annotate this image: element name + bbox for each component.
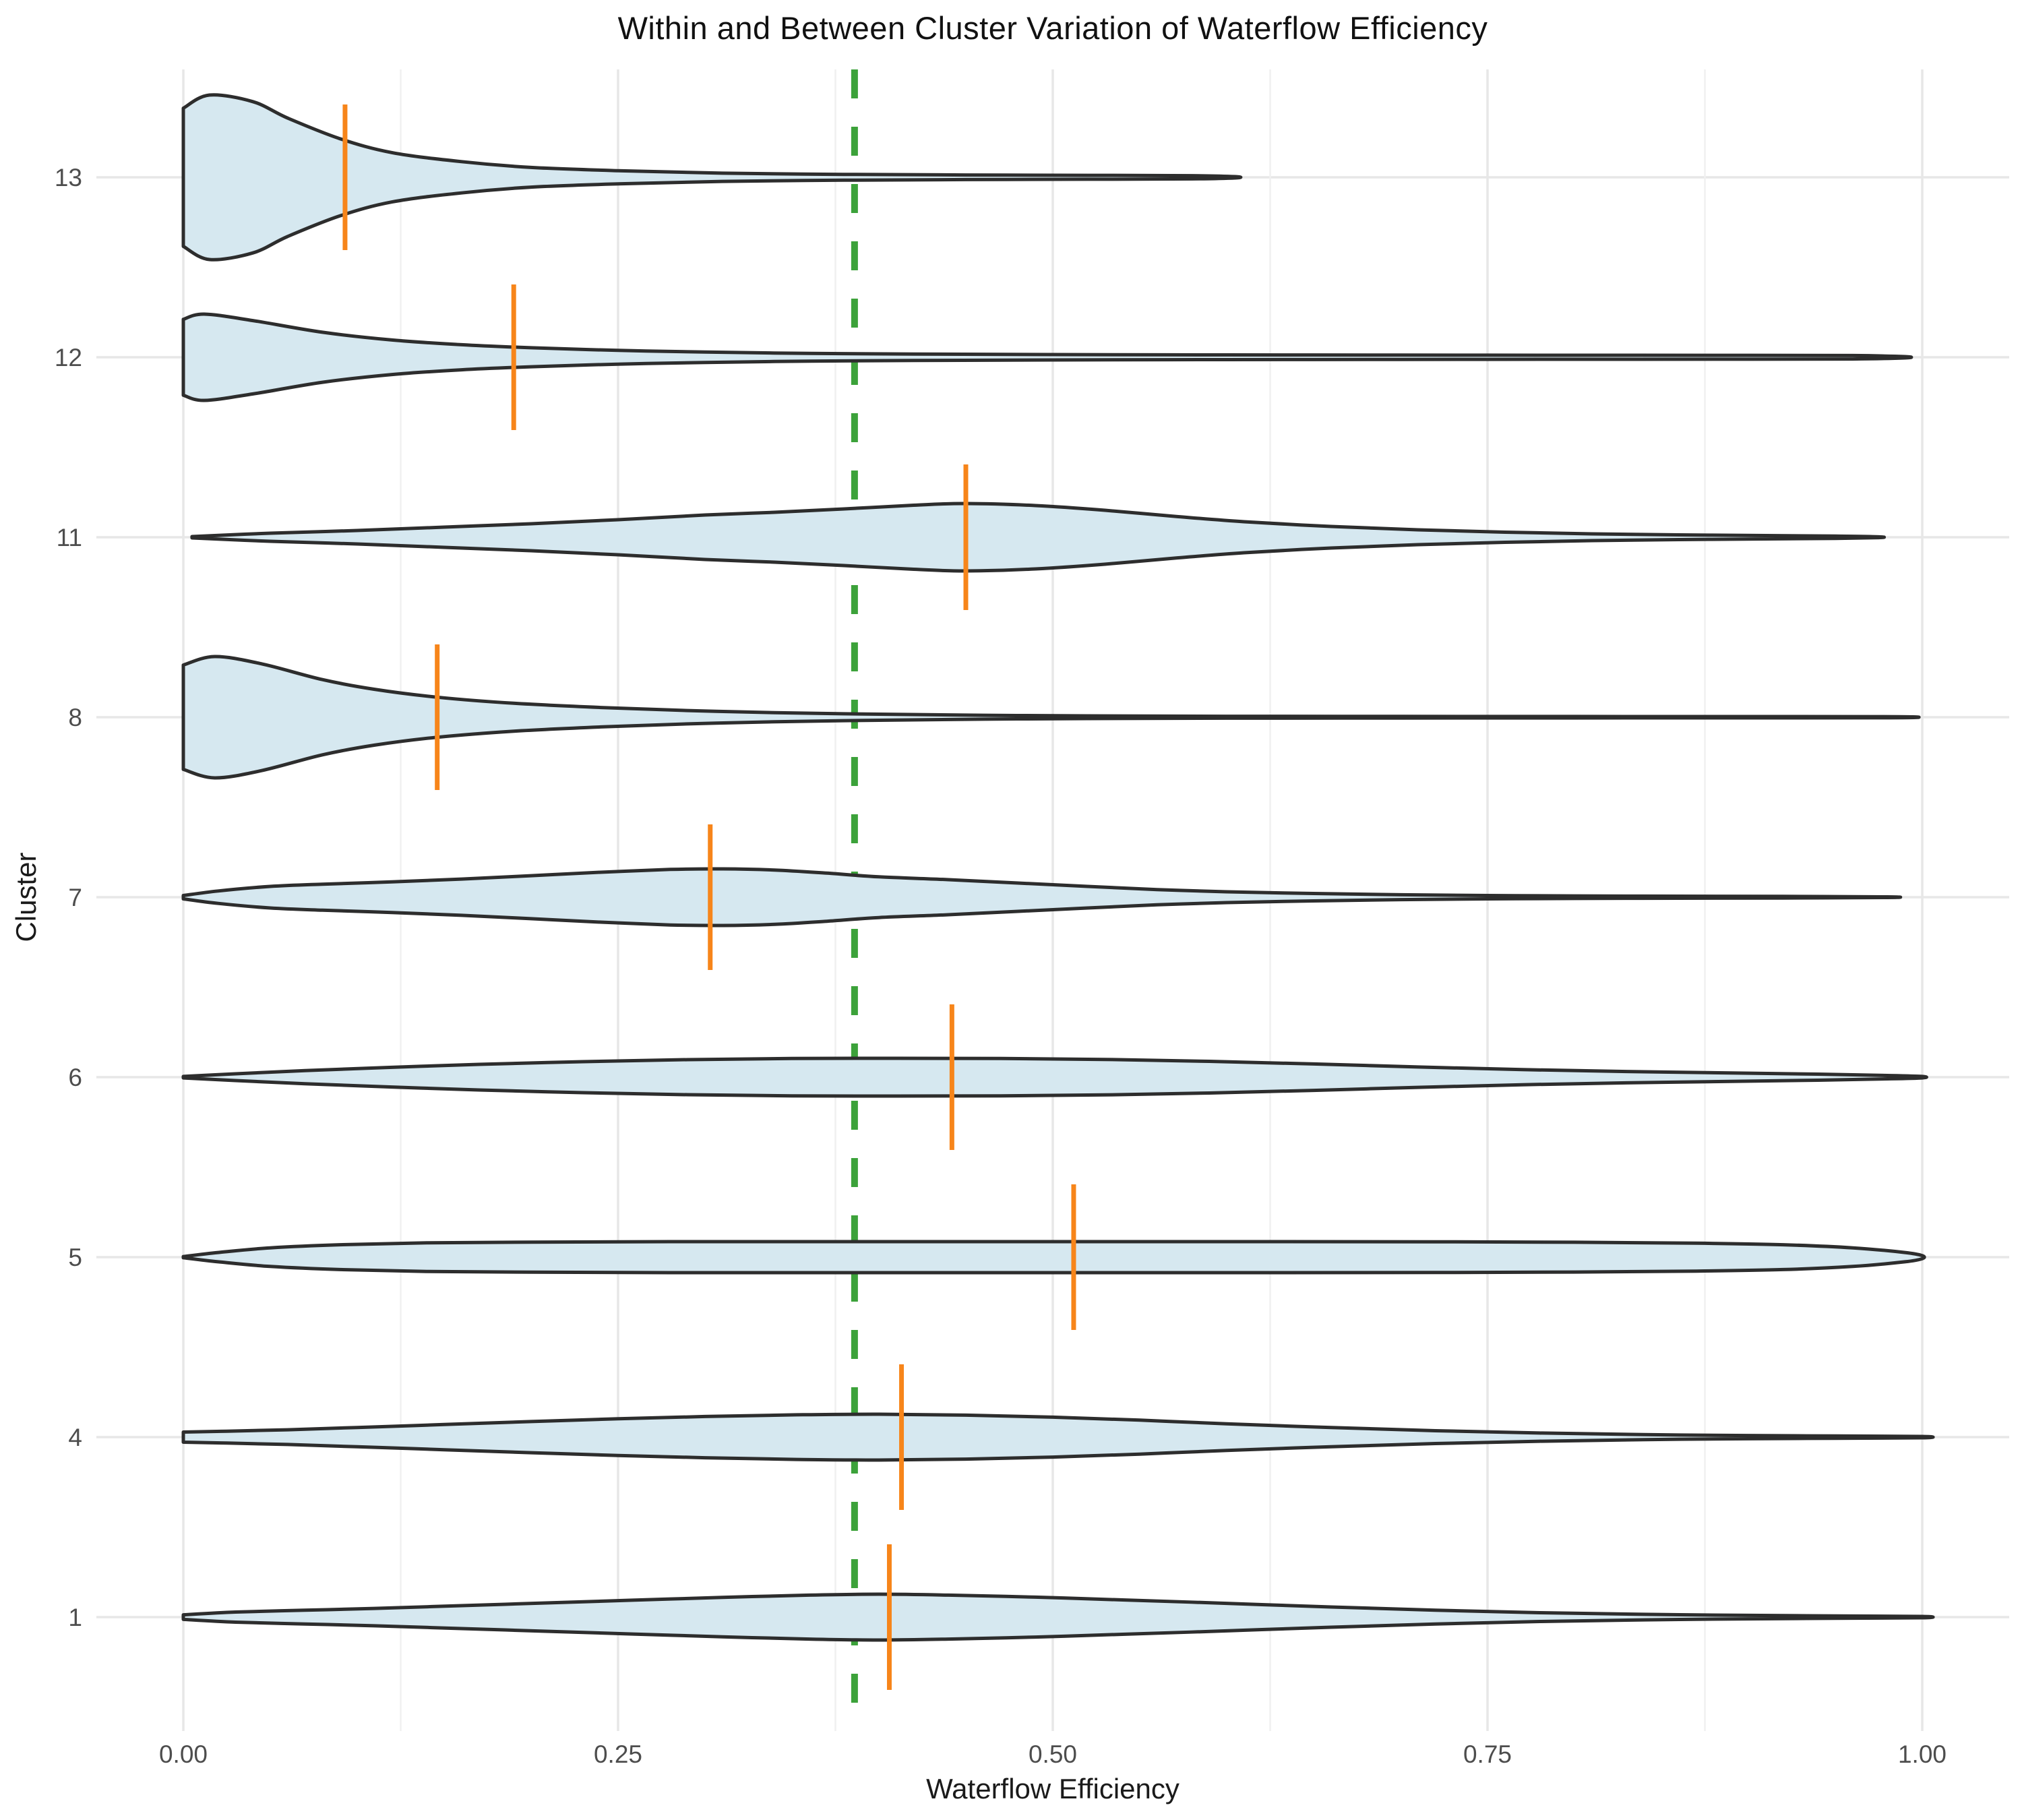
violin-cluster-4 — [181, 1412, 1935, 1462]
y-tick-label-1: 1 — [68, 1604, 82, 1631]
x-tick-label-0.75: 0.75 — [1463, 1740, 1512, 1768]
violin-cluster-5 — [181, 1240, 1926, 1275]
y-tick-label-8: 8 — [68, 704, 82, 731]
violin-cluster-6 — [181, 1056, 1928, 1098]
y-tick-label-7: 7 — [68, 884, 82, 911]
y-tick-label-5: 5 — [68, 1244, 82, 1271]
violin-cluster-13 — [181, 93, 1243, 262]
y-tick-label-4: 4 — [68, 1424, 82, 1451]
x-tick-label-0.25: 0.25 — [594, 1740, 642, 1768]
x-tick-label-0.00: 0.00 — [159, 1740, 208, 1768]
y-axis-title: Cluster — [10, 852, 42, 942]
x-tick-label-1.00: 1.00 — [1898, 1740, 1947, 1768]
violin-cluster-12 — [181, 312, 1913, 402]
y-tick-label-11: 11 — [57, 524, 82, 551]
violin-cluster-8 — [181, 655, 1921, 780]
x-axis-title: Waterflow Efficiency — [926, 1773, 1180, 1804]
y-tick-label-13: 13 — [55, 164, 82, 191]
violin-cluster-11 — [190, 502, 1887, 573]
chart-title: Within and Between Cluster Variation of … — [617, 10, 1488, 46]
violin-cluster-1 — [181, 1592, 1935, 1642]
x-tick-label-0.50: 0.50 — [1029, 1740, 1077, 1768]
y-tick-label-12: 12 — [55, 344, 82, 371]
violin-cluster-7 — [181, 867, 1903, 928]
y-tick-label-6: 6 — [68, 1064, 82, 1091]
